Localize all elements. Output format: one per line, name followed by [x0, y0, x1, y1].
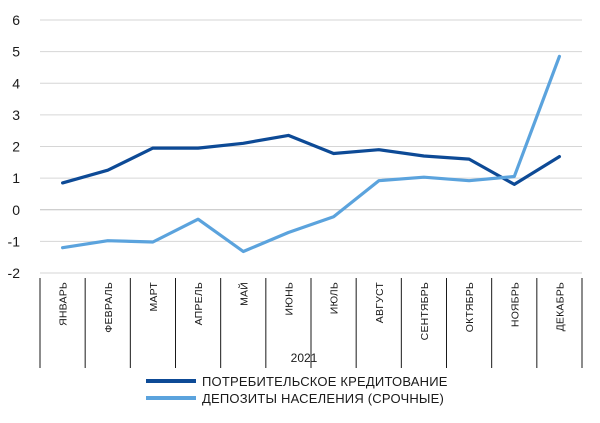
x-tick-label: ЯНВАРЬ — [58, 282, 70, 326]
data-point — [558, 55, 561, 58]
x-tick-label: МАЙ — [237, 282, 250, 306]
x-tick-label: ОКТЯБРЬ — [464, 282, 476, 332]
data-point — [377, 179, 380, 182]
x-axis-group-label: 2021 — [291, 351, 318, 365]
y-tick-label: 1 — [12, 170, 20, 186]
data-point — [61, 182, 64, 184]
data-point — [242, 250, 245, 253]
x-tick-label: ИЮНЬ — [283, 282, 295, 315]
x-tick-label: ДЕКАБРЬ — [554, 282, 566, 331]
data-point — [423, 176, 425, 178]
y-tick-label: 2 — [12, 139, 20, 155]
data-point — [332, 152, 335, 155]
data-point — [468, 158, 470, 160]
data-point — [287, 231, 290, 234]
legend-label: ПОТРЕБИТЕЛЬСКОЕ КРЕДИТОВАНИЕ — [202, 374, 448, 389]
x-tick-label: ИЮЛЬ — [329, 282, 341, 314]
y-axis-ticks: -2 -1 0 1 2 3 4 5 6 — [8, 12, 21, 281]
y-tick-label: 0 — [12, 202, 20, 218]
data-point — [287, 134, 290, 137]
x-tick-label: НОЯБРЬ — [509, 282, 521, 327]
y-tick-label: 3 — [12, 107, 20, 123]
x-tick-label: ФЕВРАЛЬ — [103, 282, 115, 333]
data-point — [332, 215, 335, 218]
data-point — [558, 155, 561, 158]
y-tick-label: 4 — [12, 75, 20, 91]
y-tick-label: -2 — [8, 265, 21, 281]
x-tick-label: АВГУСТ — [374, 282, 386, 324]
gridlines — [40, 19, 582, 274]
data-point — [152, 241, 154, 243]
series-line-1 — [60, 133, 562, 186]
y-tick-label: 5 — [12, 44, 20, 60]
data-point — [423, 155, 425, 157]
x-axis: ЯНВАРЬ ФЕВРАЛЬ МАРТ АПРЕЛЬ МАЙ ИЮНЬ ИЮЛЬ АВГУСТ… — [39, 278, 583, 368]
data-point — [468, 179, 470, 182]
data-point — [197, 218, 199, 221]
data-point — [61, 246, 64, 249]
legend: ПОТРЕБИТЕЛЬСКОЕ КРЕДИТОВАНИЕ ДЕПОЗИТЫ НАС… — [146, 374, 448, 406]
data-point — [106, 169, 109, 172]
x-tick-label: СЕНТЯБРЬ — [419, 282, 431, 340]
data-point — [152, 147, 154, 149]
data-point — [513, 183, 516, 186]
data-point — [513, 175, 516, 178]
data-point — [197, 147, 199, 149]
data-point — [242, 142, 245, 145]
x-tick-label: МАРТ — [148, 282, 160, 312]
series-lines — [60, 54, 562, 254]
y-tick-label: -1 — [8, 233, 21, 249]
legend-label: ДЕПОЗИТЫ НАСЕЛЕНИЯ (СРОЧНЫЕ) — [202, 391, 444, 406]
data-point — [106, 239, 109, 242]
series-line-2 — [60, 54, 562, 254]
data-point — [377, 148, 380, 151]
y-tick-label: 6 — [12, 12, 20, 28]
x-tick-label: АПРЕЛЬ — [193, 282, 205, 325]
